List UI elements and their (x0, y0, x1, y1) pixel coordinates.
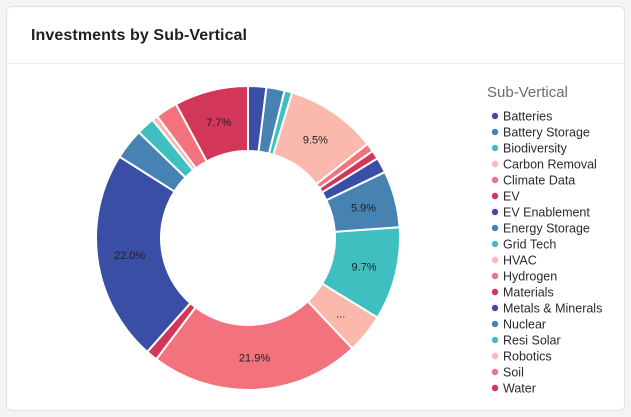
legend-label: Robotics (503, 350, 552, 364)
slice-label-robotics: 9.5% (303, 134, 328, 146)
legend-marker (491, 304, 499, 312)
legend-label: Climate Data (503, 174, 575, 188)
legend-label: Battery Storage (503, 126, 590, 140)
legend-label: Grid Tech (503, 238, 556, 252)
legend-marker (491, 336, 499, 344)
slice-labels-group: 9.5% 5.9% 9.7%... 21.9% 22.0% 7.7% (114, 117, 377, 364)
legend-item-water[interactable]: Water (491, 382, 536, 396)
legend-marker (491, 368, 499, 376)
legend-marker (491, 320, 499, 328)
legend-item-ev-enablement[interactable]: EV Enablement (491, 206, 591, 220)
legend-marker (491, 208, 499, 216)
legend-item-nuclear[interactable]: Nuclear (491, 318, 546, 332)
slice-climate-data[interactable] (154, 299, 354, 391)
slice-label-metals-and-minerals: 7.7% (206, 117, 231, 129)
legend-marker (491, 224, 499, 232)
card-title: Investments by Sub-Vertical (31, 27, 248, 44)
legend-label: Carbon Removal (503, 158, 597, 172)
legend-marker (491, 272, 499, 280)
legend-item-batteries[interactable]: Batteries (491, 110, 553, 124)
legend-item-hydrogen[interactable]: Hydrogen (491, 270, 557, 284)
legend-item-soil[interactable]: Soil (491, 366, 524, 380)
legend-marker (491, 192, 499, 200)
legend-item-carbon-removal[interactable]: Carbon Removal (491, 158, 597, 172)
slice-label-climate-data: 21.9% (239, 352, 270, 364)
slice-label-carbon-removal: ... (336, 308, 345, 320)
header-divider (7, 63, 624, 64)
legend-label: Materials (503, 286, 554, 300)
legend-marker (491, 160, 499, 168)
legend-label: Nuclear (503, 318, 546, 332)
legend-label: Batteries (503, 110, 552, 124)
legend-item-grid-tech[interactable]: Grid Tech (491, 238, 557, 252)
slice-metals-and-minerals[interactable] (174, 84, 249, 163)
legend-marker (491, 176, 499, 184)
slices-group (95, 84, 401, 391)
legend-item-climate-data[interactable]: Climate Data (491, 174, 575, 188)
legend-label: EV Enablement (503, 206, 590, 220)
legend-marker (491, 112, 499, 120)
legend-marker (491, 352, 499, 360)
legend-label: Metals & Minerals (503, 302, 602, 316)
slice-label-biodiversity: 9.7% (352, 261, 377, 273)
legend-label: Resi Solar (503, 334, 561, 348)
legend-label: Water (503, 382, 536, 396)
legend-marker (491, 144, 499, 152)
legend-marker (491, 256, 499, 264)
legend-item-battery-storage[interactable]: Battery Storage (491, 126, 590, 140)
slice-label-ev-enablement: 22.0% (114, 250, 145, 262)
legend: Sub-Vertical Batteries Battery Storage Bio… (487, 84, 602, 396)
legend-item-biodiversity[interactable]: Biodiversity (491, 142, 568, 156)
legend-marker (491, 288, 499, 296)
legend-item-robotics[interactable]: Robotics (491, 350, 552, 364)
legend-item-resi-solar[interactable]: Resi Solar (491, 334, 561, 348)
legend-item-energy-storage[interactable]: Energy Storage (491, 222, 590, 236)
legend-item-materials[interactable]: Materials (491, 286, 554, 300)
legend-marker (491, 384, 499, 392)
legend-item-hvac[interactable]: HVAC (491, 254, 537, 268)
legend-label: Hydrogen (503, 270, 557, 284)
slice-label-battery-storage: 5.9% (351, 202, 376, 214)
legend-title: Sub-Vertical (487, 84, 568, 101)
legend-label: HVAC (503, 254, 537, 268)
legend-item-ev[interactable]: EV (491, 190, 521, 204)
legend-item-metals-and-minerals[interactable]: Metals & Minerals (491, 302, 603, 316)
legend-marker (491, 240, 499, 248)
legend-label: Soil (503, 366, 524, 380)
legend-label: Biodiversity (503, 142, 568, 156)
legend-marker (491, 128, 499, 136)
legend-label: EV (503, 190, 520, 204)
legend-label: Energy Storage (503, 222, 590, 236)
slice-ev-enablement[interactable] (95, 155, 192, 354)
